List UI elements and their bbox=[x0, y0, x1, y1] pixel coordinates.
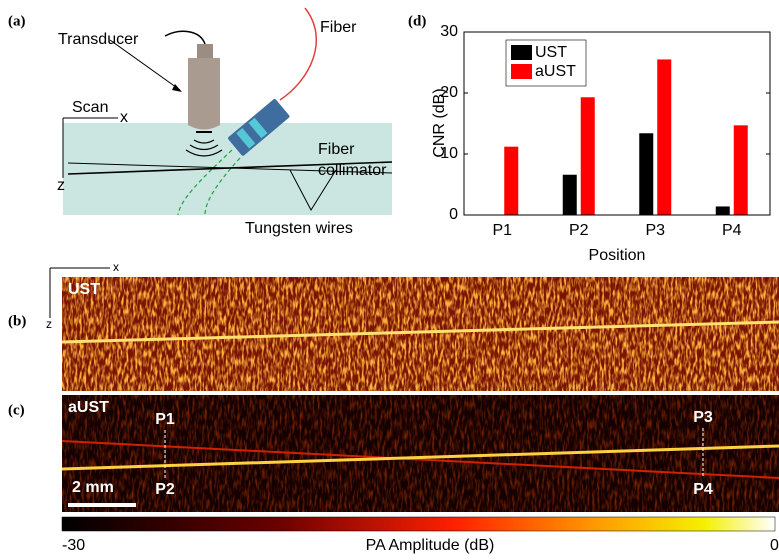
image-label: UST bbox=[68, 281, 100, 298]
x-tick-label: P4 bbox=[722, 222, 742, 239]
label: collimator bbox=[318, 162, 387, 179]
colorbar-label: PA Amplitude (dB) bbox=[366, 537, 495, 554]
label: z bbox=[57, 177, 65, 194]
x-tick-label: P1 bbox=[492, 222, 512, 239]
bar-chart: CNR (dB) Position 0 10 20 30 P1 P2 P3 P4 UST aUST bbox=[431, 23, 771, 264]
ust-image: UST bbox=[61, 277, 779, 391]
colorbar-tick: -30 bbox=[62, 537, 85, 554]
wire-signal bbox=[61, 320, 779, 344]
scale-label: 2 mm bbox=[72, 479, 114, 496]
water-tank bbox=[63, 123, 392, 215]
point-label: P2 bbox=[155, 481, 175, 498]
label: Fiber bbox=[318, 141, 355, 158]
colorbar-tick: 0 bbox=[770, 537, 779, 554]
panel-label: (a) bbox=[8, 13, 26, 29]
label: Scan bbox=[72, 99, 108, 116]
wire-signal bbox=[61, 440, 779, 479]
axis-label: x bbox=[113, 260, 119, 274]
axis-label: z bbox=[46, 317, 52, 331]
cable bbox=[164, 30, 206, 45]
transducer-body bbox=[188, 58, 220, 130]
legend-swatch bbox=[511, 64, 532, 79]
point-label: P4 bbox=[693, 481, 713, 498]
fiber-line bbox=[279, 7, 318, 101]
y-tick-label: 30 bbox=[440, 23, 458, 40]
legend-swatch bbox=[511, 45, 532, 60]
bar bbox=[504, 146, 519, 215]
y-axis-title: CNR (dB) bbox=[431, 88, 448, 157]
panel-label: (d) bbox=[408, 13, 426, 29]
panel-label: (b) bbox=[8, 313, 26, 329]
aust-image: aUST P1 P2 P3 P4 2 mm bbox=[61, 395, 779, 512]
bar bbox=[733, 125, 748, 215]
bar bbox=[580, 97, 595, 215]
pointer bbox=[109, 39, 181, 91]
legend-label: UST bbox=[535, 44, 567, 61]
x-axis-title: Position bbox=[589, 247, 646, 264]
point-label: P1 bbox=[155, 411, 175, 428]
bar bbox=[715, 206, 730, 215]
bar bbox=[657, 59, 672, 216]
setup-diagram: Transducer Fiber Fiber collimator Scan x… bbox=[57, 7, 393, 237]
legend-label: aUST bbox=[535, 63, 576, 80]
waves bbox=[185, 139, 223, 157]
pointer bbox=[289, 169, 337, 212]
label: Tungsten wires bbox=[245, 220, 353, 237]
beam bbox=[177, 149, 241, 216]
label: Fiber bbox=[320, 19, 357, 36]
wire bbox=[67, 161, 393, 175]
image-label: aUST bbox=[68, 399, 109, 416]
speckle bbox=[62, 395, 779, 512]
collimator bbox=[228, 99, 290, 156]
point-label: P3 bbox=[693, 409, 713, 426]
x-tick-label: P3 bbox=[645, 222, 665, 239]
bar bbox=[639, 133, 654, 215]
x-tick-label: P2 bbox=[569, 222, 589, 239]
bar bbox=[562, 174, 577, 215]
label: Transducer bbox=[58, 31, 139, 48]
y-tick-label: 20 bbox=[440, 84, 458, 101]
y-tick-label: 10 bbox=[440, 145, 458, 162]
wire-signal bbox=[61, 444, 779, 471]
colorbar bbox=[61, 516, 776, 532]
plot-frame bbox=[463, 31, 771, 216]
y-tick-label: 0 bbox=[449, 206, 458, 223]
label: x bbox=[120, 109, 128, 126]
arrowhead bbox=[172, 84, 182, 92]
panel-label: (c) bbox=[8, 402, 25, 418]
transducer-top bbox=[197, 44, 213, 58]
speckle bbox=[62, 277, 779, 391]
